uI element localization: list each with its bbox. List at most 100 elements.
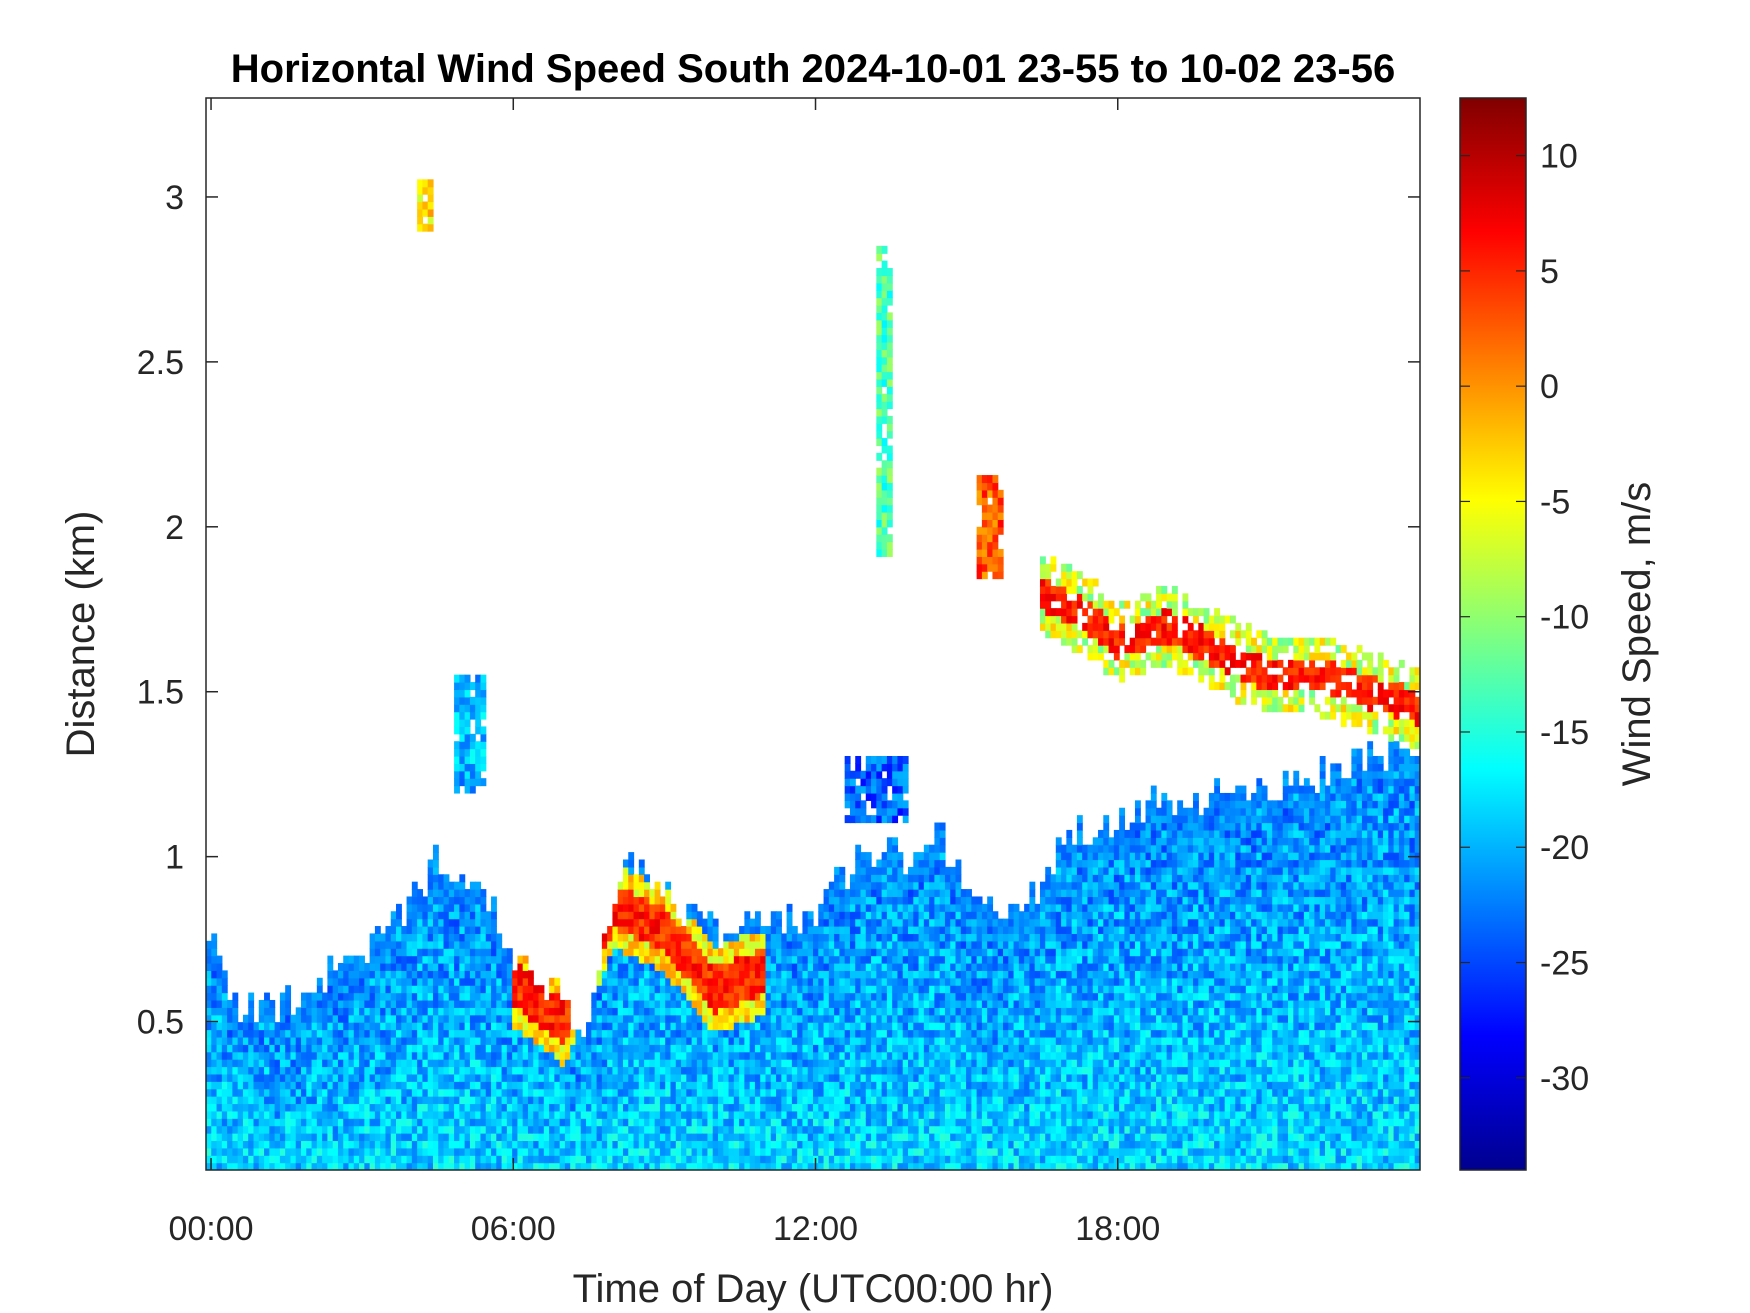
heatmap-cell [781,1066,788,1075]
heatmap-cell [237,1110,244,1119]
heatmap-cell [411,1051,418,1060]
heatmap-cell [332,970,339,979]
heatmap-cell [717,970,724,979]
heatmap-cell [807,1118,814,1127]
heatmap-cell [886,401,893,410]
heatmap-cell [448,1088,455,1097]
heatmap-cell [248,1044,255,1053]
heatmap-cell [364,1036,371,1045]
heatmap-cell [380,1110,387,1119]
heatmap-cell [828,1014,835,1023]
heatmap-cell [348,1066,355,1075]
heatmap-cell [855,763,862,772]
heatmap-cell [622,948,629,957]
heatmap-cell [702,985,709,994]
heatmap-cell [322,1110,328,1119]
heatmap-cell [295,1155,302,1164]
heatmap-cell [939,955,946,964]
heatmap-cell [892,1036,899,1045]
heatmap-cell [459,1110,466,1119]
heatmap-cell [601,970,608,979]
heatmap-cell [913,1044,920,1053]
heatmap-cell [359,962,365,971]
heatmap-cell [871,866,877,875]
heatmap-cell [512,1103,519,1112]
heatmap-cell [501,977,508,986]
heatmap-cell [575,1081,582,1090]
heatmap-cell [760,1103,767,1112]
heatmap-cell [554,1029,561,1038]
heatmap-cell [258,1051,265,1060]
heatmap-cell [707,1036,714,1045]
heatmap-cell [839,992,846,1001]
heatmap-cell [622,859,629,868]
heatmap-cell [559,1162,566,1170]
heatmap-cell [776,1007,782,1016]
heatmap-cell [512,1118,519,1127]
heatmap-cell [406,1014,413,1023]
heatmap-cell [923,1125,930,1134]
heatmap-cell [549,1155,555,1164]
heatmap-cell [913,977,920,986]
heatmap-cell [459,977,466,986]
heatmap-cell [622,896,629,905]
heatmap-cell [844,792,851,801]
heatmap-cell [332,1140,339,1149]
heatmap-cell [865,1073,872,1082]
heatmap-cell [359,1036,365,1045]
heatmap-cell [686,985,693,994]
heatmap-cell [459,778,466,787]
heatmap-cell [285,1162,292,1170]
heatmap-cell [559,1022,566,1031]
heatmap-cell [844,933,851,942]
heatmap-cell [918,1103,925,1112]
heatmap-cell [596,1059,603,1068]
heatmap-cell [485,948,492,957]
heatmap-cell [855,844,862,853]
heatmap-cell [908,1051,914,1060]
heatmap-cell [274,1096,281,1105]
heatmap-cell [448,992,455,1001]
heatmap-cell [823,1155,830,1164]
heatmap-cell [897,1014,904,1023]
heatmap-cell [359,1014,365,1023]
heatmap-cell [253,1096,260,1105]
heatmap-cell [411,1073,418,1082]
heatmap-cell [944,1007,951,1016]
heatmap-cell [707,1147,714,1156]
heatmap-cell [469,1155,476,1164]
heatmap-cell [802,1022,809,1031]
heatmap-cell [401,1044,408,1053]
heatmap-cell [770,977,777,986]
heatmap-cell [206,1155,212,1164]
heatmap-cell [728,940,735,949]
heatmap-cell [506,1073,513,1082]
heatmap-cell [696,1162,703,1170]
heatmap-cell [538,1118,545,1127]
heatmap-cell [396,1073,402,1082]
heatmap-cell [517,955,524,964]
heatmap-cell [686,1066,693,1075]
heatmap-cell [886,378,893,387]
heatmap-cell [881,962,888,971]
heatmap-cell [765,1162,772,1170]
heatmap-cell [427,977,434,986]
heatmap-cell [538,999,545,1008]
heatmap-cell [781,1088,788,1097]
heatmap-cell [881,312,888,321]
heatmap-cell [422,1103,429,1112]
heatmap-cell [512,992,519,1001]
heatmap-cell [813,1044,819,1053]
heatmap-cell [459,1014,466,1023]
heatmap-cell [696,1118,703,1127]
heatmap-cell [337,1155,344,1164]
heatmap-cell [216,1140,223,1149]
heatmap-cell [396,962,402,971]
heatmap-cell [211,1051,218,1060]
heatmap-cell [306,1140,313,1149]
heatmap-cell [860,992,867,1001]
heatmap-cell [675,918,682,927]
heatmap-cell [327,1081,334,1090]
heatmap-cell [834,1081,840,1090]
heatmap-cell [427,1036,434,1045]
